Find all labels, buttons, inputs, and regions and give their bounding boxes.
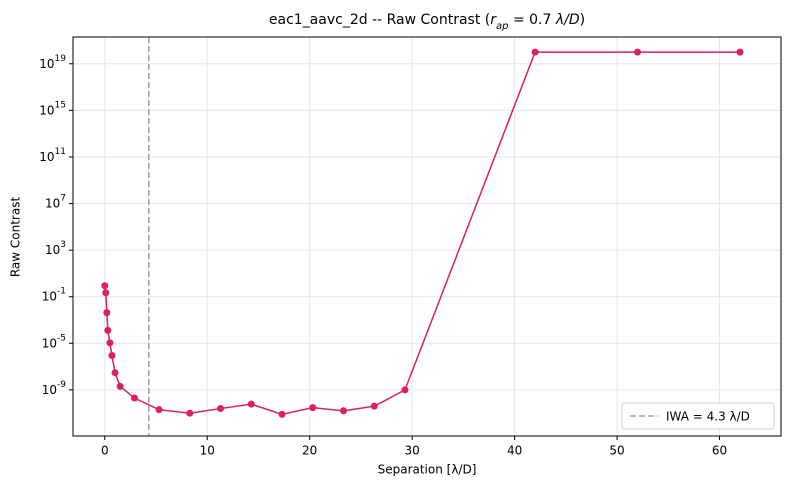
x-tick-label: 50 <box>609 444 624 458</box>
y-tick-label: 1015 <box>39 100 66 117</box>
data-point <box>736 48 744 56</box>
data-point <box>116 382 124 390</box>
legend-box <box>621 402 775 430</box>
data-point <box>309 404 317 412</box>
y-tick-label: 10-1 <box>42 286 66 303</box>
y-tick-label: 107 <box>45 193 66 210</box>
data-point <box>102 289 110 297</box>
data-point <box>130 394 138 402</box>
title-part: ) <box>580 12 585 28</box>
plot-frame <box>72 36 782 437</box>
data-point <box>247 400 255 408</box>
x-tick-label: 40 <box>507 444 522 458</box>
y-tick-label: 1019 <box>39 53 66 70</box>
data-point <box>217 405 225 413</box>
data-point <box>370 402 378 410</box>
x-tick-label: 20 <box>302 444 317 458</box>
data-point <box>531 48 539 56</box>
x-axis-label: Separation [λ/D] <box>378 463 477 477</box>
y-tick-label: 103 <box>45 240 66 257</box>
data-point <box>101 282 109 290</box>
data-point <box>634 48 642 56</box>
title-part: = 0.7 <box>509 12 556 28</box>
data-point <box>106 339 114 347</box>
x-tick-label: 10 <box>200 444 215 458</box>
title-part: r <box>490 12 497 28</box>
data-point <box>401 386 409 394</box>
data-point <box>339 407 347 415</box>
title-part: eac1_aavc_2d -- Raw Contrast ( <box>269 12 490 28</box>
title-part: λ/D <box>555 12 580 28</box>
x-tick-label: 60 <box>712 444 727 458</box>
x-tick-label: 30 <box>405 444 420 458</box>
title-part: ap <box>496 21 508 32</box>
y-tick-label: 10-5 <box>42 333 66 350</box>
x-tick-label: 0 <box>101 444 109 458</box>
data-point <box>278 410 286 418</box>
y-tick-label: 10-9 <box>42 379 67 396</box>
y-tick-label: 1011 <box>39 146 66 163</box>
data-point <box>103 309 111 317</box>
data-point <box>108 351 116 359</box>
data-point <box>186 409 194 417</box>
data-point <box>155 406 163 414</box>
data-point <box>111 369 119 377</box>
chart-title: eac1_aavc_2d -- Raw Contrast (rap = 0.7 … <box>269 12 585 32</box>
y-axis-label: Raw Contrast <box>9 197 23 278</box>
data-point <box>104 326 112 334</box>
legend-label: IWA = 4.3 λ/D <box>666 410 750 424</box>
